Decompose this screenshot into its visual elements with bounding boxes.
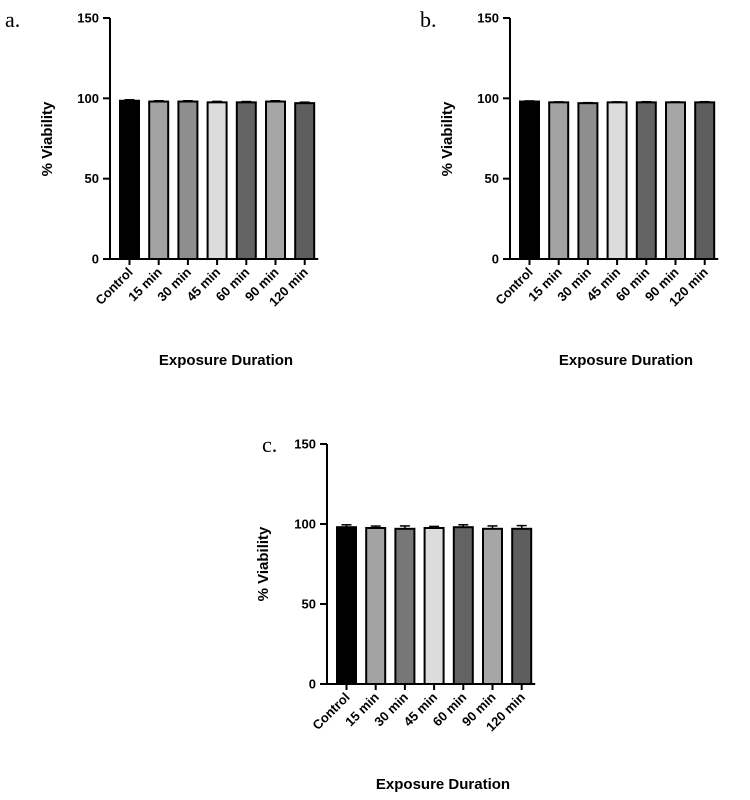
- y-tick-label: 100: [77, 91, 99, 106]
- y-tick-label: 50: [485, 171, 499, 186]
- category-label: Control: [492, 265, 535, 308]
- y-tick-label: 0: [309, 677, 316, 692]
- bar: [606, 101, 628, 260]
- bar: [206, 101, 228, 260]
- y-tick-label: 150: [477, 11, 499, 26]
- y-axis-title: % Viability: [439, 101, 456, 176]
- bar: [452, 526, 474, 686]
- bar: [511, 527, 533, 685]
- bar: [548, 101, 570, 260]
- panel-label: b.: [420, 7, 437, 32]
- bar: [635, 101, 657, 260]
- bar: [294, 102, 316, 260]
- x-axis-title: Exposure Duration: [159, 352, 293, 369]
- category-label: Control: [92, 265, 135, 308]
- bar: [119, 99, 140, 260]
- y-axis-title: % Viability: [255, 526, 272, 601]
- bar: [665, 101, 686, 260]
- y-tick-label: 150: [77, 11, 99, 26]
- x-axis-title: Exposure Duration: [559, 352, 693, 369]
- y-tick-label: 0: [492, 252, 499, 267]
- panel-label: a.: [5, 7, 20, 32]
- y-tick-label: 100: [477, 91, 499, 106]
- y-tick-label: 0: [92, 252, 99, 267]
- bar: [394, 527, 416, 685]
- y-tick-label: 50: [85, 171, 99, 186]
- bar: [177, 100, 199, 261]
- y-tick-label: 100: [294, 517, 316, 532]
- category-label: Control: [309, 690, 352, 733]
- panel-label: c.: [262, 432, 277, 457]
- bar: [519, 100, 540, 261]
- bar: [265, 100, 286, 261]
- y-axis-title: % Viability: [39, 101, 56, 176]
- y-tick-label: 50: [302, 597, 316, 612]
- bar: [577, 102, 599, 260]
- bar: [148, 100, 170, 261]
- bar: [365, 527, 387, 685]
- bar: [336, 526, 357, 686]
- bar: [235, 101, 257, 260]
- bar: [482, 527, 503, 685]
- x-axis-title: Exposure Duration: [376, 776, 510, 793]
- bar: [694, 101, 716, 260]
- bar: [423, 527, 445, 685]
- y-tick-label: 150: [294, 437, 316, 452]
